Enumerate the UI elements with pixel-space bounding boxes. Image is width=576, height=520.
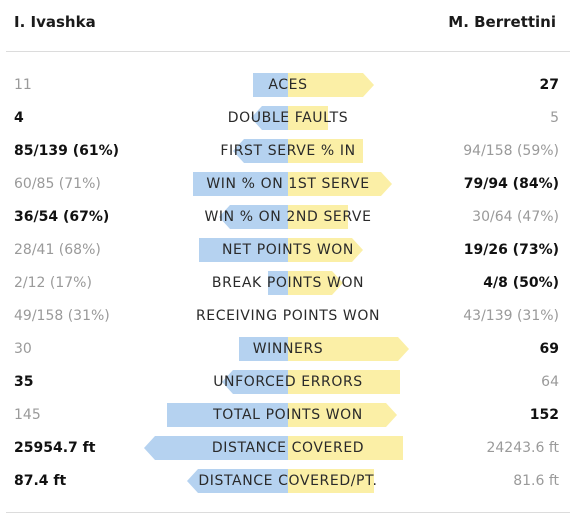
right-value: 19/26 (73%): [463, 242, 559, 258]
stat-label: TOTAL POINTS WON: [213, 407, 363, 423]
left-value: 85/139 (61%): [14, 143, 119, 159]
right-value: 5: [550, 110, 559, 126]
stat-label: UNFORCED ERRORS: [213, 374, 363, 390]
left-bar: [268, 271, 288, 295]
stat-label: DISTANCE COVERED: [211, 440, 365, 456]
right-bar: [288, 106, 328, 130]
player-left-name: I. Ivashka: [14, 13, 96, 31]
match-header: I. Ivashka M. Berrettini: [0, 0, 576, 52]
right-value: 81.6 ft: [513, 473, 559, 489]
right-bar: [288, 436, 403, 460]
right-bar: [288, 238, 363, 262]
player-right-name: M. Berrettini: [448, 13, 556, 31]
footer-divider: [6, 512, 570, 513]
stat-label: DOUBLE FAULTS: [227, 110, 349, 126]
right-value: 69: [539, 341, 559, 357]
right-value: 27: [539, 77, 559, 93]
right-bar: [288, 403, 397, 427]
stat-label: BREAK POINTS WON: [211, 275, 365, 291]
right-bar: [288, 337, 409, 361]
right-value: 64: [541, 374, 559, 390]
left-bar: [233, 139, 288, 163]
stat-row-winners: WINNERS 30 69: [0, 332, 576, 365]
left-value: 87.4 ft: [14, 473, 67, 489]
left-value: 28/41 (68%): [14, 242, 101, 258]
left-bar: [167, 403, 288, 427]
stat-row-distance-covered: DISTANCE COVERED 25954.7 ft 24243.6 ft: [0, 431, 576, 464]
left-bar: [219, 205, 288, 229]
left-bar: [187, 469, 288, 493]
stat-row-receiving-points-won: RECEIVING POINTS WON 49/158 (31%) 43/139 (…: [0, 299, 576, 332]
left-value: 2/12 (17%): [14, 275, 92, 291]
right-bar: [288, 469, 374, 493]
stat-row-break-points-won: BREAK POINTS WON 2/12 (17%) 4/8 (50%): [0, 266, 576, 299]
right-bar: [288, 73, 374, 97]
right-value: 43/139 (31%): [463, 308, 559, 324]
stat-row-net-points-won: NET POINTS WON 28/41 (68%) 19/26 (73%): [0, 233, 576, 266]
left-value: 25954.7 ft: [14, 440, 96, 456]
left-bar: [253, 73, 288, 97]
left-value: 49/158 (31%): [14, 308, 110, 324]
left-bar: [144, 436, 288, 460]
right-value: 94/158 (59%): [463, 143, 559, 159]
left-bar: [193, 172, 288, 196]
left-value: 4: [14, 110, 24, 126]
right-value: 79/94 (84%): [463, 176, 559, 192]
stat-row-double-faults: DOUBLE FAULTS 4 5: [0, 101, 576, 134]
left-bar: [199, 238, 288, 262]
right-value: 4/8 (50%): [483, 275, 559, 291]
stat-row-total-points-won: TOTAL POINTS WON 145 152: [0, 398, 576, 431]
stat-label: ACES: [268, 77, 308, 93]
left-value: 30: [14, 341, 32, 357]
stat-row-first-serve-in: FIRST SERVE % IN 85/139 (61%) 94/158 (59%): [0, 134, 576, 167]
left-bar: [239, 337, 288, 361]
right-value: 30/64 (47%): [472, 209, 559, 225]
stat-label: WIN % ON 1ST SERVE: [206, 176, 370, 192]
left-value: 145: [14, 407, 41, 423]
left-value: 35: [14, 374, 34, 390]
right-bar: [288, 172, 392, 196]
stat-row-unforced-errors: UNFORCED ERRORS 35 64: [0, 365, 576, 398]
stat-row-win-on-1st-serve: WIN % ON 1ST SERVE 60/85 (71%) 79/94 (84%): [0, 167, 576, 200]
right-bar: [288, 205, 348, 229]
right-bar: [288, 271, 343, 295]
right-value: 24243.6 ft: [486, 440, 559, 456]
stat-label: NET POINTS WON: [221, 242, 354, 258]
stat-label: DISTANCE COVERED/PT.: [198, 473, 378, 489]
stat-label: WINNERS: [252, 341, 324, 357]
header-divider: [6, 51, 570, 52]
left-bar: [222, 370, 288, 394]
left-value: 36/54 (67%): [14, 209, 110, 225]
stat-label: RECEIVING POINTS WON: [195, 308, 381, 324]
stat-row-aces: ACES 11 27: [0, 68, 576, 101]
stat-row-win-on-2nd-serve: WIN % ON 2ND SERVE 36/54 (67%) 30/64 (47%): [0, 200, 576, 233]
stat-row-distance-covered-pt: DISTANCE COVERED/PT. 87.4 ft 81.6 ft: [0, 464, 576, 497]
stat-label: FIRST SERVE % IN: [220, 143, 356, 159]
right-value: 152: [529, 407, 559, 423]
right-bar: [288, 139, 363, 163]
stat-label: WIN % ON 2ND SERVE: [204, 209, 372, 225]
right-bar: [288, 370, 400, 394]
left-value: 60/85 (71%): [14, 176, 101, 192]
left-value: 11: [14, 77, 32, 93]
